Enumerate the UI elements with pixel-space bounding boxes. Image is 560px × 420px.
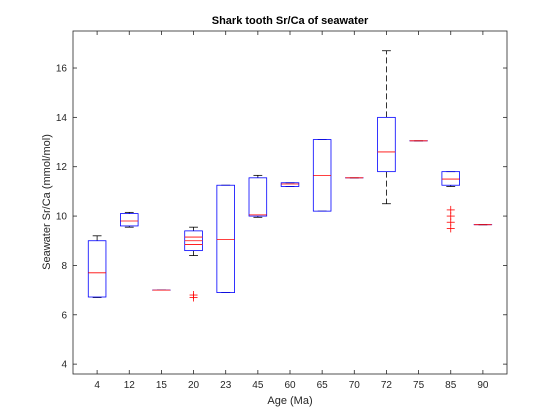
- x-tick-label: 70: [349, 380, 361, 391]
- y-tick-label: 6: [61, 310, 67, 321]
- x-tick-label: 85: [445, 380, 457, 391]
- y-axis: 4 6 8 10 12 14 16: [56, 64, 507, 371]
- box-group-45: [248, 174, 268, 218]
- chart-title: Shark tooth Sr/Ca of seawater: [212, 15, 369, 27]
- x-tick-label: 23: [220, 380, 232, 391]
- x-tick-label: 75: [413, 380, 425, 391]
- x-tick-label: 60: [284, 380, 296, 391]
- box-group-12: [120, 211, 139, 228]
- y-axis-label: Seawater Sr/Ca (mmol/mol): [41, 134, 53, 270]
- box-group-65: [312, 139, 332, 212]
- iqr-box: [280, 182, 300, 187]
- x-tick-label: 65: [317, 380, 329, 391]
- box-group-4: [87, 235, 107, 298]
- box-group-60: [280, 182, 300, 187]
- x-tick-label: 90: [477, 380, 489, 391]
- y-tick-label: 10: [56, 212, 68, 223]
- iqr-box: [441, 171, 460, 186]
- x-tick-label: 12: [124, 380, 136, 391]
- box-group-72: [377, 50, 396, 205]
- y-tick-label: 8: [61, 261, 67, 272]
- x-tick-label: 72: [381, 380, 393, 391]
- x-tick-label: 4: [94, 380, 100, 391]
- y-tick-label: 12: [56, 162, 68, 173]
- iqr-box: [87, 240, 107, 298]
- x-axis: 4 12 15 20 23 45 60 65 70 72 75 85 90: [94, 31, 489, 391]
- y-tick-label: 4: [61, 360, 67, 371]
- box-group-20: [184, 226, 203, 302]
- iqr-box: [248, 177, 268, 217]
- chart-marks: [87, 50, 493, 302]
- iqr-box: [216, 184, 235, 293]
- iqr-box: [120, 213, 139, 227]
- outlier-marker: [189, 291, 198, 300]
- iqr-box: [377, 116, 396, 173]
- x-tick-label: 20: [188, 380, 200, 391]
- box-group-23: [216, 184, 235, 293]
- y-tick-label: 14: [56, 113, 68, 124]
- outlier-marker: [446, 205, 455, 214]
- x-tick-label: 45: [252, 380, 264, 391]
- y-tick-label: 16: [56, 64, 68, 75]
- x-axis-label: Age (Ma): [267, 395, 312, 407]
- plot-area: [72, 30, 508, 375]
- x-tick-label: 15: [156, 380, 168, 391]
- box-group-85: [441, 171, 460, 233]
